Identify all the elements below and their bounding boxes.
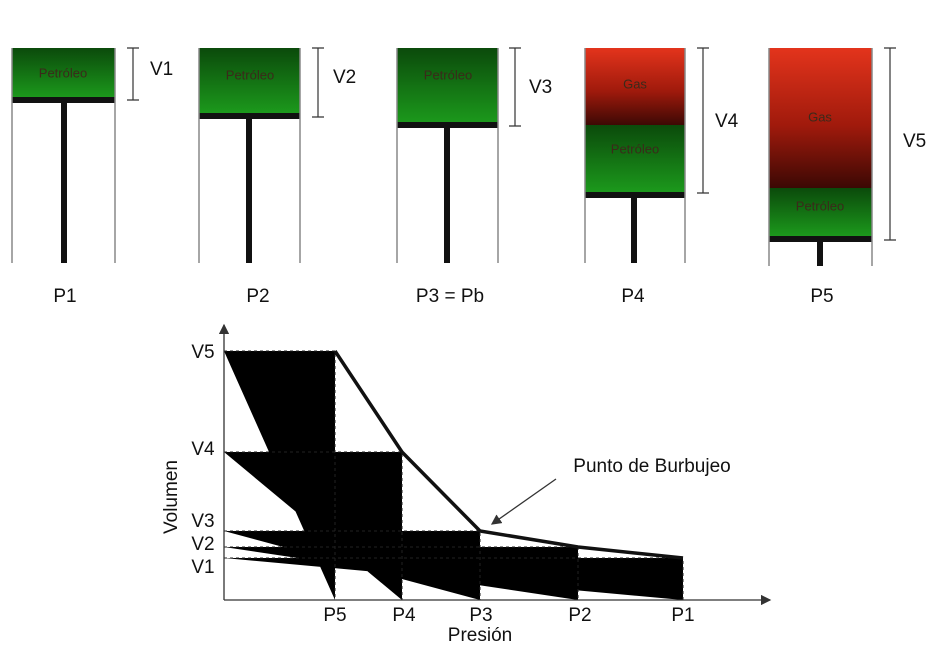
rod [444,128,450,263]
y-axis-title: Volumen [161,460,182,534]
piston [397,122,498,128]
cylinder: Gas Petróleo V5 P5 [769,48,926,307]
x-label: P1 [671,605,694,626]
piston [769,236,872,242]
oil [585,125,685,193]
y-label: V4 [191,439,215,460]
y-label: V2 [191,534,214,555]
pressure-label: P2 [246,286,269,307]
rod [61,103,67,263]
volume-label: V2 [333,67,356,88]
graph: V5 V4 V3 V2 V1 P5 P4 P3 P2 P1 Presión Vo… [161,325,770,646]
x-label: P5 [323,605,346,626]
pressure-label: P3 = Pb [416,286,484,307]
fluid-label: Petróleo [226,67,274,82]
volume-label: V1 [150,59,173,80]
volume-label: V3 [529,77,552,98]
y-label: V5 [191,342,214,363]
cylinder: Petróleo V3 P3 = Pb [397,48,552,307]
cylinder: Petróleo V2 P2 [199,48,356,307]
y-label: V1 [191,557,214,578]
pressure-label: P1 [53,286,76,307]
diagram: Petróleo V1 P1 Petróleo V2 P2 Petróleo V… [0,0,934,648]
piston [12,97,115,103]
pressure-label: P5 [810,286,833,307]
rod [817,242,823,266]
x-label: P2 [568,605,591,626]
cylinder: Petróleo V1 P1 [12,48,173,307]
piston [199,113,300,119]
x-label: P3 [469,605,492,626]
piston [585,192,685,198]
fluid-label: Petróleo [39,65,87,80]
pressure-label: P4 [621,286,645,307]
y-label: V3 [191,511,214,532]
cylinder: Gas Petróleo V4 P4 [585,48,739,307]
x-axis-title: Presión [448,625,512,646]
annotation-arrow [492,479,556,524]
x-label: P4 [392,605,416,626]
volume-label: V5 [903,131,926,152]
fluid-label: Petróleo [611,141,659,156]
volume-label: V4 [715,111,739,132]
fluid-label: Petróleo [796,198,844,213]
annotation: Punto de Burbujeo [573,456,730,477]
fluid-label: Petróleo [424,67,472,82]
fluid-label: Gas [623,76,647,91]
oil [397,48,498,124]
fluid-label: Gas [808,109,832,124]
rod [631,198,637,263]
rod [246,119,252,263]
